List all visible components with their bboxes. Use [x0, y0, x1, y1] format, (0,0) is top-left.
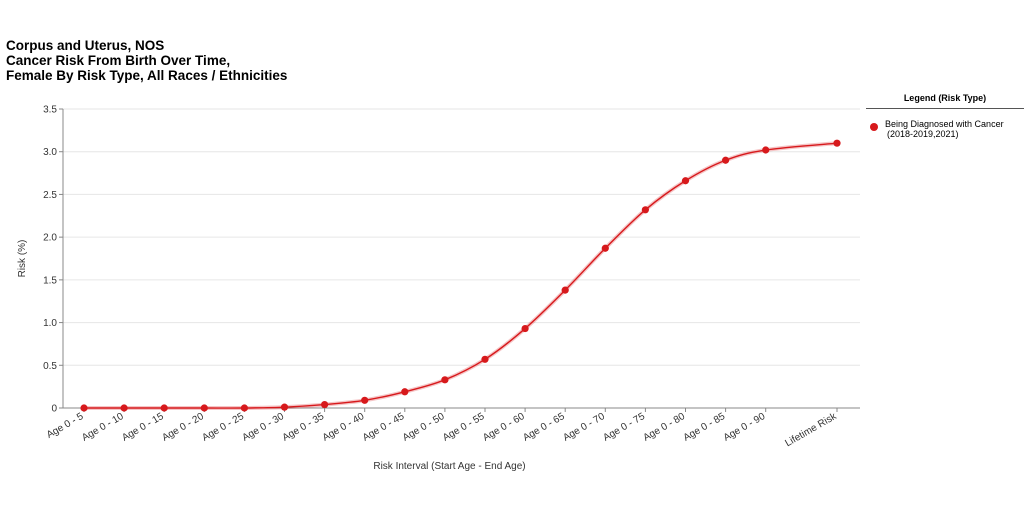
- x-tick-label: Lifetime Risk: [783, 411, 839, 450]
- chart-title-line-1: Corpus and Uterus, NOS: [6, 38, 165, 53]
- x-tick-label: Age 0 - 45: [361, 411, 407, 444]
- data-point: [321, 400, 329, 409]
- x-tick-label: Age 0 - 90: [722, 411, 768, 444]
- series-band: [84, 141, 838, 411]
- x-tick-label: Age 0 - 85: [682, 411, 728, 444]
- x-tick-label: Age 0 - 50: [401, 411, 447, 444]
- data-point: [240, 404, 248, 412]
- data-point: [681, 177, 690, 185]
- data-point: [641, 206, 650, 214]
- chart-title: Corpus and Uterus, NOS Cancer Risk From …: [6, 38, 287, 83]
- y-tick-label: 0: [51, 404, 57, 415]
- data-point: [722, 156, 730, 164]
- x-tick-label: Age 0 - 75: [601, 411, 647, 444]
- data-point: [441, 376, 449, 384]
- chart-title-line-2: Cancer Risk From Birth Over Time,: [6, 53, 231, 68]
- data-point: [481, 355, 489, 363]
- x-axis-label: Risk Interval (Start Age - End Age): [373, 461, 525, 472]
- y-axis-label: Risk (%): [17, 240, 28, 278]
- legend: Legend (Risk Type) Being Diagnosed with …: [866, 93, 1024, 139]
- x-tick-label: Age 0 - 70: [561, 411, 607, 444]
- x-tick-label: Age 0 - 25: [200, 411, 246, 444]
- x-tick-label: Age 0 - 40: [321, 411, 367, 444]
- x-tick-label: Age 0 - 5: [45, 411, 86, 441]
- legend-label-line-2: (2018-2019,2021): [887, 129, 959, 139]
- data-point: [120, 404, 128, 412]
- data-point: [521, 324, 529, 333]
- data-point: [200, 404, 208, 412]
- legend-title: Legend (Risk Type): [866, 93, 1024, 109]
- y-tick-label: 2.5: [43, 190, 57, 201]
- data-point: [361, 396, 369, 404]
- x-tick-label: Age 0 - 10: [80, 411, 126, 444]
- data-point: [601, 244, 609, 252]
- x-tick-label: Age 0 - 15: [120, 411, 166, 444]
- x-tick-label: Age 0 - 30: [241, 411, 287, 444]
- data-point: [80, 404, 88, 412]
- data-point: [401, 388, 409, 396]
- y-tick-label: 2.0: [43, 233, 57, 244]
- data-point: [280, 403, 289, 411]
- x-tick-label: Age 0 - 60: [481, 411, 527, 444]
- y-tick-label: 3.0: [43, 147, 57, 158]
- data-point: [762, 146, 770, 154]
- legend-item[interactable]: Being Diagnosed with Cancer (2018-2019,2…: [866, 119, 1024, 139]
- data-point: [833, 139, 841, 147]
- x-tick-label: Age 0 - 80: [642, 411, 688, 444]
- legend-label-line-1: Being Diagnosed with Cancer: [885, 119, 1004, 129]
- series-line: [84, 142, 838, 409]
- data-point: [561, 286, 569, 294]
- legend-marker: [870, 123, 878, 131]
- chart-title-line-3: Female By Risk Type, All Races / Ethnici…: [6, 68, 288, 83]
- y-tick-label: 1.0: [43, 318, 57, 329]
- legend-label: Being Diagnosed with Cancer (2018-2019,2…: [885, 119, 1004, 139]
- data-point: [160, 404, 168, 412]
- y-tick-label: 0.5: [43, 361, 57, 372]
- y-tick-label: 1.5: [43, 275, 57, 286]
- x-tick-label: Age 0 - 55: [441, 411, 487, 444]
- x-tick-label: Age 0 - 65: [521, 411, 567, 444]
- y-tick-label: 3.5: [43, 105, 57, 116]
- x-tick-label: Age 0 - 20: [160, 411, 206, 444]
- x-tick-label: Age 0 - 35: [281, 411, 327, 444]
